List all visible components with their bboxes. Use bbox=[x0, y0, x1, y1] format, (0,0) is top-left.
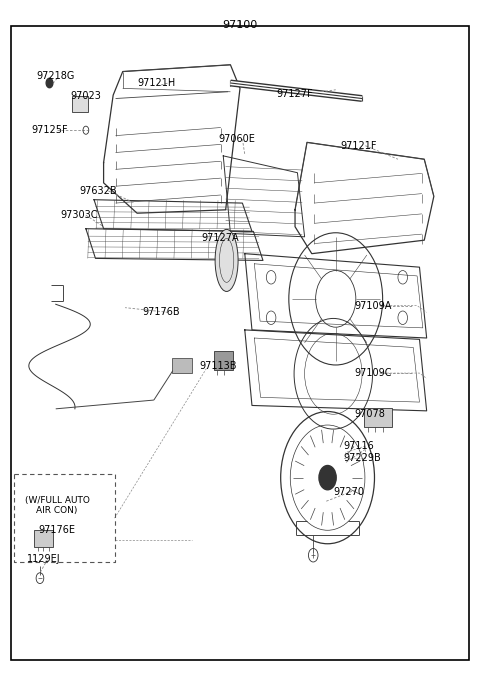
Text: 97632B: 97632B bbox=[80, 186, 117, 196]
Circle shape bbox=[319, 466, 336, 490]
Text: 97121H: 97121H bbox=[137, 78, 175, 88]
Text: 97109C: 97109C bbox=[355, 368, 392, 378]
Text: 97100: 97100 bbox=[222, 20, 258, 30]
Bar bbox=[364, 408, 392, 427]
Text: 97127A: 97127A bbox=[202, 233, 240, 243]
Text: 97060E: 97060E bbox=[218, 134, 255, 144]
Bar bbox=[72, 96, 88, 112]
Text: 97113B: 97113B bbox=[199, 362, 237, 371]
Bar bbox=[214, 352, 233, 370]
Text: 97127F: 97127F bbox=[276, 89, 312, 99]
Text: 97116: 97116 bbox=[343, 441, 373, 451]
Text: 97109A: 97109A bbox=[355, 301, 392, 310]
Text: 97229B: 97229B bbox=[343, 453, 381, 463]
Text: 97023: 97023 bbox=[70, 91, 101, 101]
Text: 97121F: 97121F bbox=[340, 141, 377, 151]
Text: 97303C: 97303C bbox=[60, 210, 98, 220]
Text: (W/FULL AUTO
AIR CON): (W/FULL AUTO AIR CON) bbox=[25, 496, 90, 515]
Text: 1129EJ: 1129EJ bbox=[27, 554, 60, 564]
Text: 97176E: 97176E bbox=[39, 525, 76, 535]
Bar bbox=[34, 529, 53, 547]
Text: 97218G: 97218G bbox=[36, 71, 75, 81]
Text: 97078: 97078 bbox=[355, 408, 386, 418]
Text: 97125F: 97125F bbox=[32, 125, 69, 135]
Circle shape bbox=[46, 78, 53, 88]
Text: 97270: 97270 bbox=[333, 487, 364, 497]
Bar bbox=[172, 358, 192, 373]
Ellipse shape bbox=[215, 229, 238, 291]
Text: 97176B: 97176B bbox=[142, 308, 180, 317]
